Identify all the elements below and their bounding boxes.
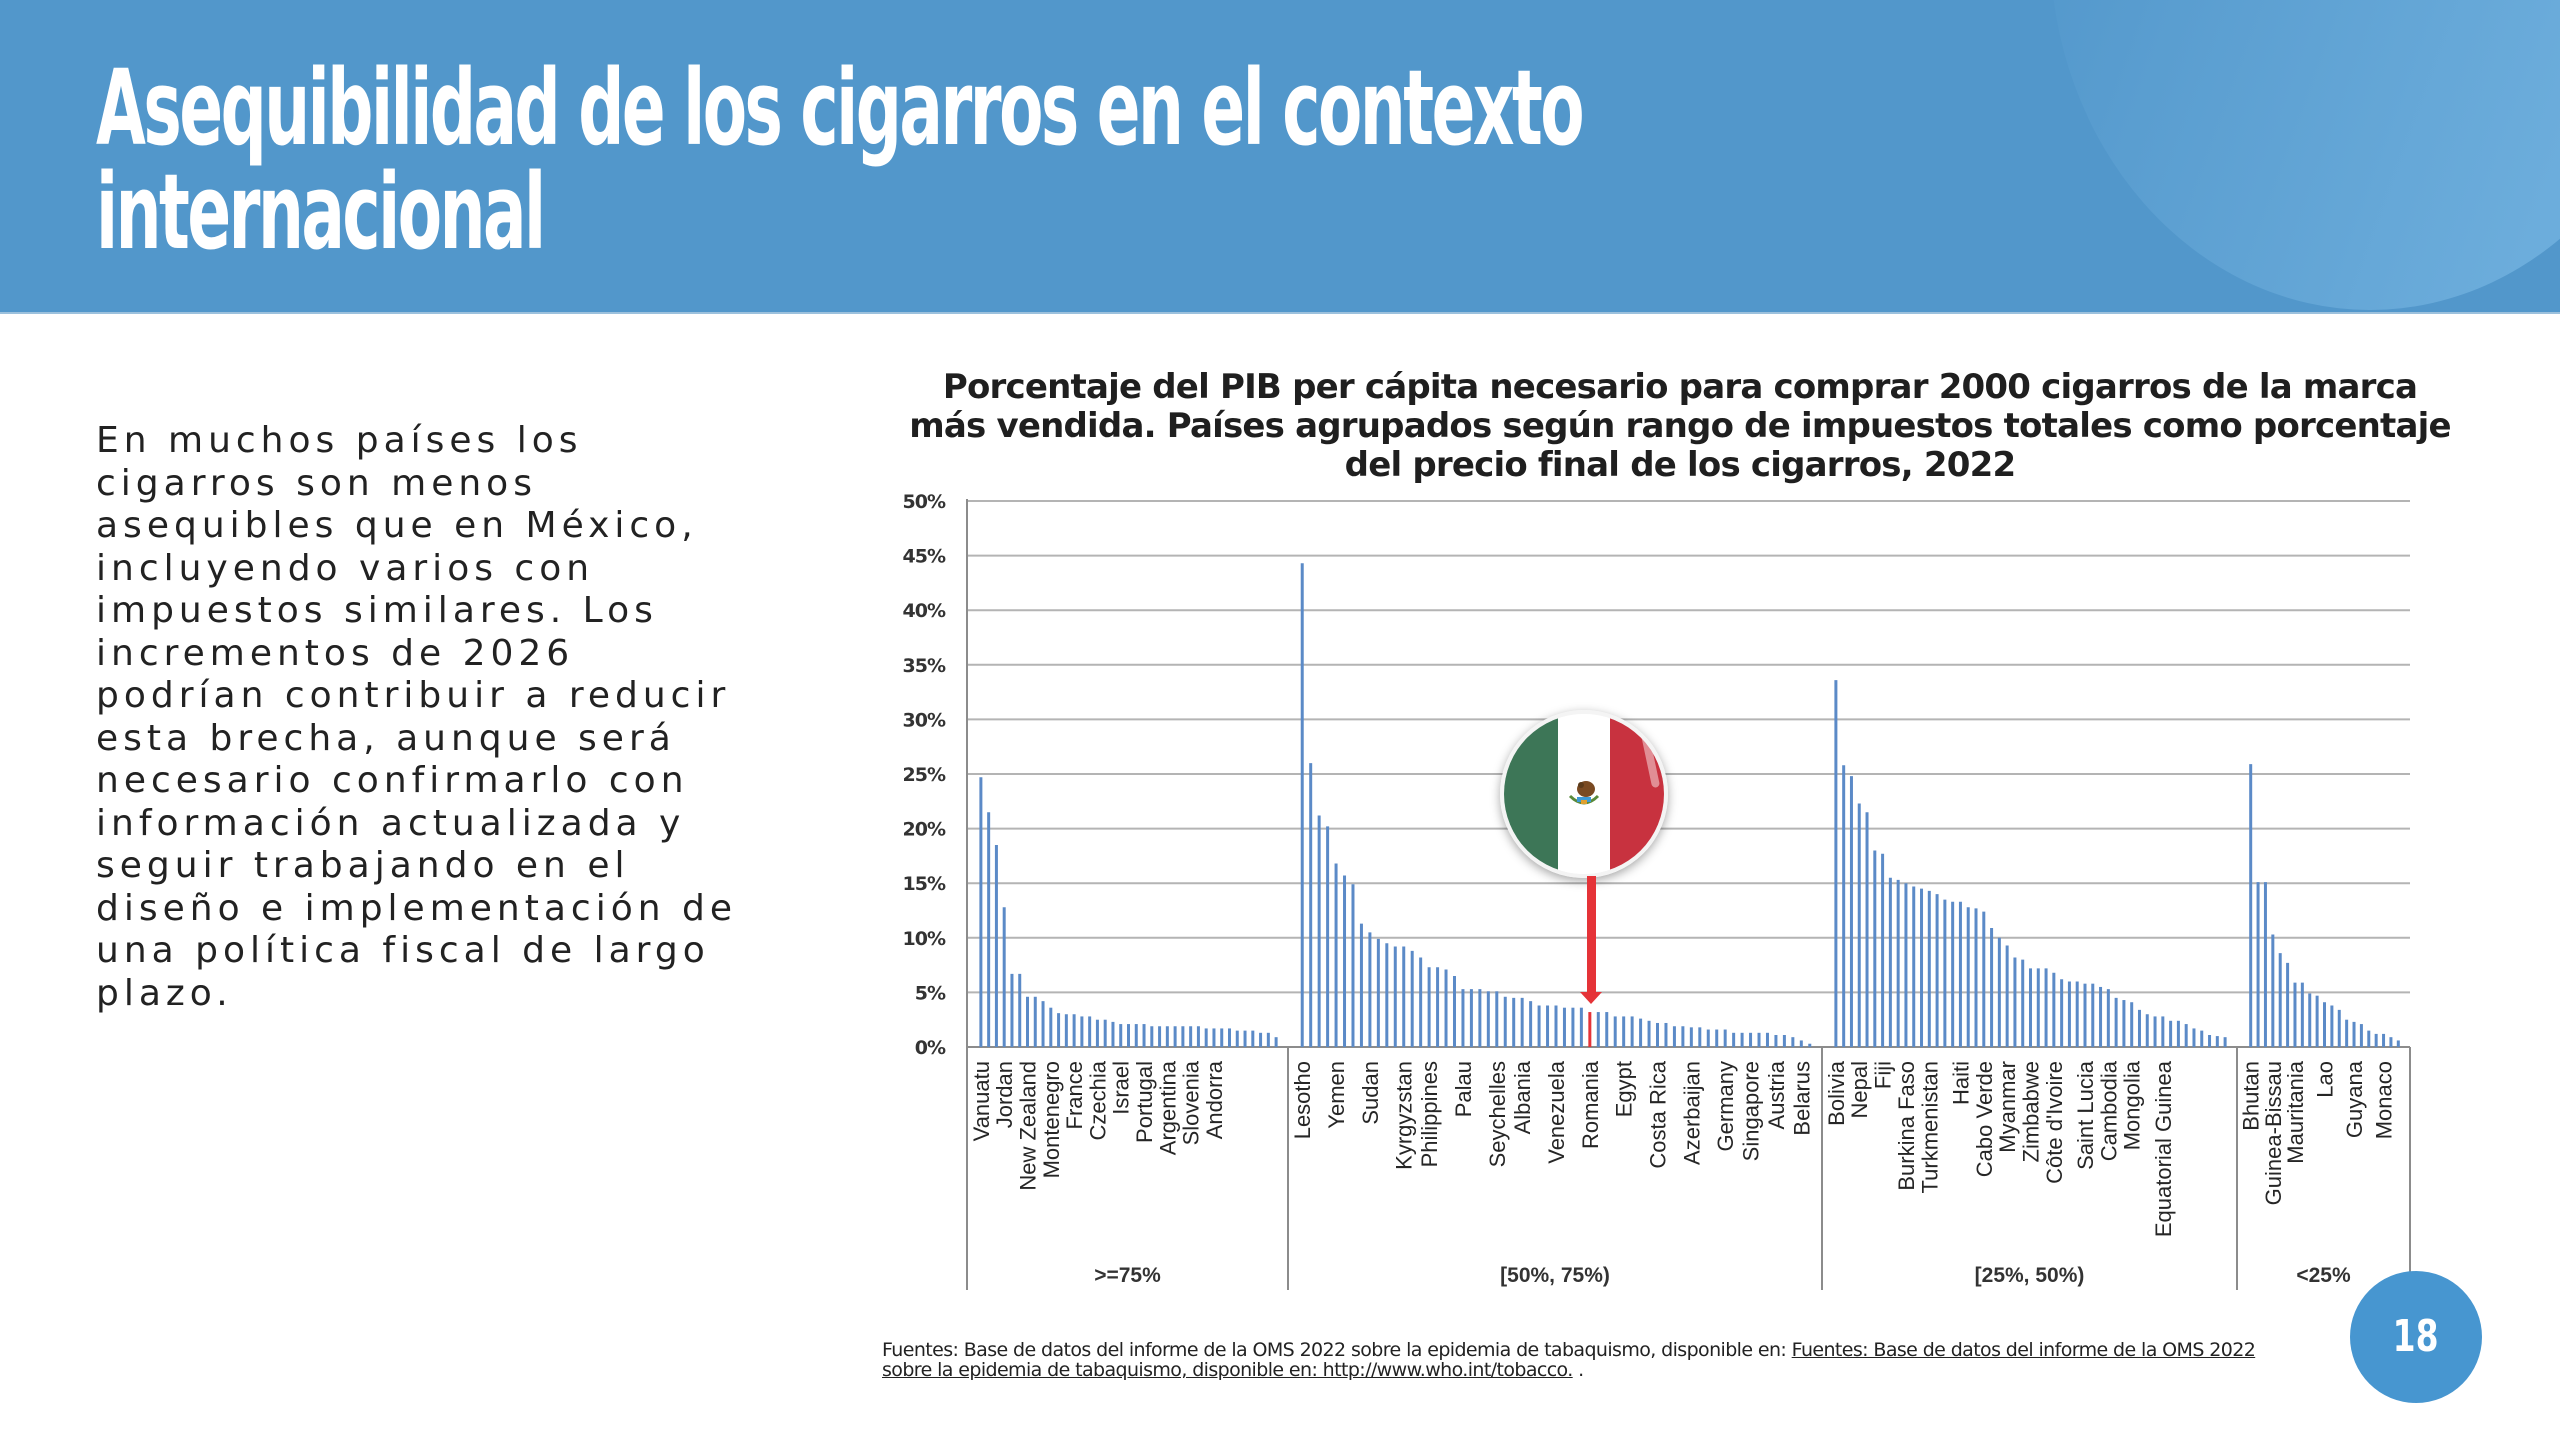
x-tick-label: Singapore — [1739, 1061, 1764, 1161]
x-tick-label: France — [1062, 1061, 1087, 1129]
group-label: <25% — [2296, 1264, 2351, 1287]
x-tick-label: Venezuela — [1544, 1060, 1569, 1164]
body-text-line: necesario confirmarlo con — [96, 760, 689, 801]
mexico-flag-icon — [1500, 710, 1668, 878]
y-tick-label: 10% — [903, 928, 946, 950]
x-tick-label: Philippines — [1417, 1061, 1442, 1167]
x-tick-label: Monaco — [2372, 1061, 2397, 1139]
group-label: [25%, 50%) — [1975, 1264, 2085, 1287]
group-label: >=75% — [1094, 1264, 1161, 1287]
x-tick-label: Haiti — [1948, 1061, 1973, 1105]
eagle-emblem-icon — [1568, 781, 1600, 805]
x-tick-label: Nepal — [1847, 1061, 1872, 1118]
x-tick-label: Portugal — [1132, 1061, 1157, 1143]
chart-title-line-3: del precio final de los cigarros, 2022 — [1344, 445, 2016, 485]
body-text-line: esta brecha, aunque será — [96, 717, 676, 759]
y-tick-label: 5% — [915, 982, 946, 1004]
x-tick-label: Yemen — [1324, 1061, 1349, 1129]
y-tick-label: 0% — [915, 1037, 946, 1059]
page-title-line-2: internacional — [96, 151, 546, 273]
x-tick-label: Mongolia — [2120, 1060, 2145, 1150]
x-tick-label: Germany — [1713, 1061, 1738, 1151]
y-tick-label: 25% — [903, 764, 946, 786]
body-text-line: incrementos de 2026 — [96, 632, 575, 674]
x-tick-label: Fiji — [1871, 1061, 1896, 1089]
x-tick-label: Egypt — [1612, 1061, 1637, 1117]
x-tick-label: Slovenia — [1179, 1060, 1204, 1145]
body-text-line: podrían contribuir a reducir — [96, 675, 731, 716]
x-tick-label: Romania — [1578, 1060, 1603, 1149]
x-tick-label: Bolivia — [1824, 1060, 1849, 1126]
body-text-line: información actualizada y — [96, 802, 686, 844]
x-tick-label: Czechia — [1085, 1060, 1110, 1140]
body-text-line: En muchos países los — [96, 420, 583, 461]
group-label: [50%, 75%) — [1500, 1264, 1610, 1287]
x-tick-label: Lao — [2313, 1061, 2338, 1098]
arrow-head-icon — [1580, 992, 1602, 1004]
y-tick-label: 50% — [903, 491, 946, 513]
x-tick-label: Belarus — [1789, 1061, 1814, 1136]
chart-title: Porcentaje del PIB per cápita necesario … — [880, 368, 2480, 485]
body-text-line: plazo. — [96, 972, 233, 1014]
header-divider — [0, 312, 2560, 314]
x-tick-label: Cambodia — [2096, 1060, 2121, 1161]
x-tick-label: Guinea-Bissau — [2261, 1061, 2286, 1205]
source-link[interactable]: Fuentes: Base de datos del informe de la… — [882, 1339, 2256, 1381]
body-text-line: impuestos similares. Los — [96, 590, 658, 631]
x-tick-label: Equatorial Guinea — [2151, 1060, 2176, 1237]
x-tick-label: Turkmenistan — [1917, 1061, 1942, 1193]
x-tick-label: Azerbaijan — [1679, 1061, 1704, 1165]
x-tick-label: Cabo Verde — [1972, 1061, 1997, 1177]
x-tick-label: Andorra — [1202, 1060, 1227, 1139]
x-tick-label: Bhutan — [2239, 1061, 2264, 1131]
body-text-line: asequibles que en México, — [96, 505, 698, 546]
body-text-line: incluyendo varios con — [96, 547, 595, 589]
x-tick-label: Montenegro — [1039, 1061, 1064, 1178]
x-tick-label: Seychelles — [1485, 1061, 1510, 1167]
body-paragraph: En muchos países los cigarros son menos as… — [96, 420, 796, 1015]
x-tick-label: Côte d'Ivoire — [2042, 1061, 2067, 1184]
x-tick-label: Zimbabwe — [2019, 1061, 2044, 1162]
header-banner: Asequibilidad de los cigarros en el cont… — [0, 0, 2560, 312]
page-number: 18 — [2393, 1311, 2439, 1362]
x-tick-label: New Zealand — [1016, 1061, 1041, 1191]
y-tick-label: 40% — [903, 600, 946, 622]
y-tick-label: 45% — [903, 546, 946, 568]
x-tick-label: Palau — [1451, 1061, 1476, 1117]
x-tick-label: Albania — [1510, 1060, 1535, 1134]
body-text-line: diseño e implementación de — [96, 887, 737, 929]
body-text-line: una política fiscal de largo — [96, 930, 710, 971]
x-tick-label: Sudan — [1358, 1061, 1383, 1125]
x-tick-label: Jordan — [992, 1061, 1017, 1128]
page-number-badge: 18 — [2350, 1271, 2482, 1403]
x-tick-label: Mauritania — [2283, 1060, 2308, 1163]
source-suffix: . — [1572, 1359, 1584, 1381]
y-tick-label: 35% — [903, 655, 946, 677]
x-tick-label: Argentina — [1155, 1060, 1180, 1155]
x-tick-label: Austria — [1764, 1060, 1789, 1129]
x-tick-label: Myanmar — [1995, 1061, 2020, 1153]
x-tick-label: Burkina Faso — [1894, 1061, 1919, 1191]
x-tick-label: Lesotho — [1290, 1061, 1315, 1139]
y-tick-label: 20% — [903, 819, 946, 841]
source-footnote: Fuentes: Base de datos del informe de la… — [882, 1340, 2302, 1380]
chart-title-line-1: Porcentaje del PIB per cápita necesario … — [942, 367, 2418, 407]
x-tick-label: Costa Rica — [1646, 1060, 1671, 1168]
source-prefix: Fuentes: Base de datos del informe de la… — [882, 1339, 1792, 1361]
y-tick-label: 15% — [903, 873, 946, 895]
body-text-line: seguir trabajando en el — [96, 845, 630, 886]
x-tick-label: Israel — [1109, 1061, 1134, 1115]
x-tick-label: Vanuatu — [969, 1061, 994, 1141]
y-tick-label: 30% — [903, 709, 946, 731]
x-tick-label: Saint Lucia — [2073, 1060, 2098, 1170]
x-tick-label: Guyana — [2342, 1060, 2367, 1138]
x-tick-label: Kyrgyzstan — [1392, 1061, 1417, 1170]
chart-title-line-2: más vendida. Países agrupados según rang… — [909, 406, 2451, 446]
body-text-line: cigarros son menos — [96, 462, 537, 504]
mexico-pointer-arrow — [1587, 876, 1596, 994]
